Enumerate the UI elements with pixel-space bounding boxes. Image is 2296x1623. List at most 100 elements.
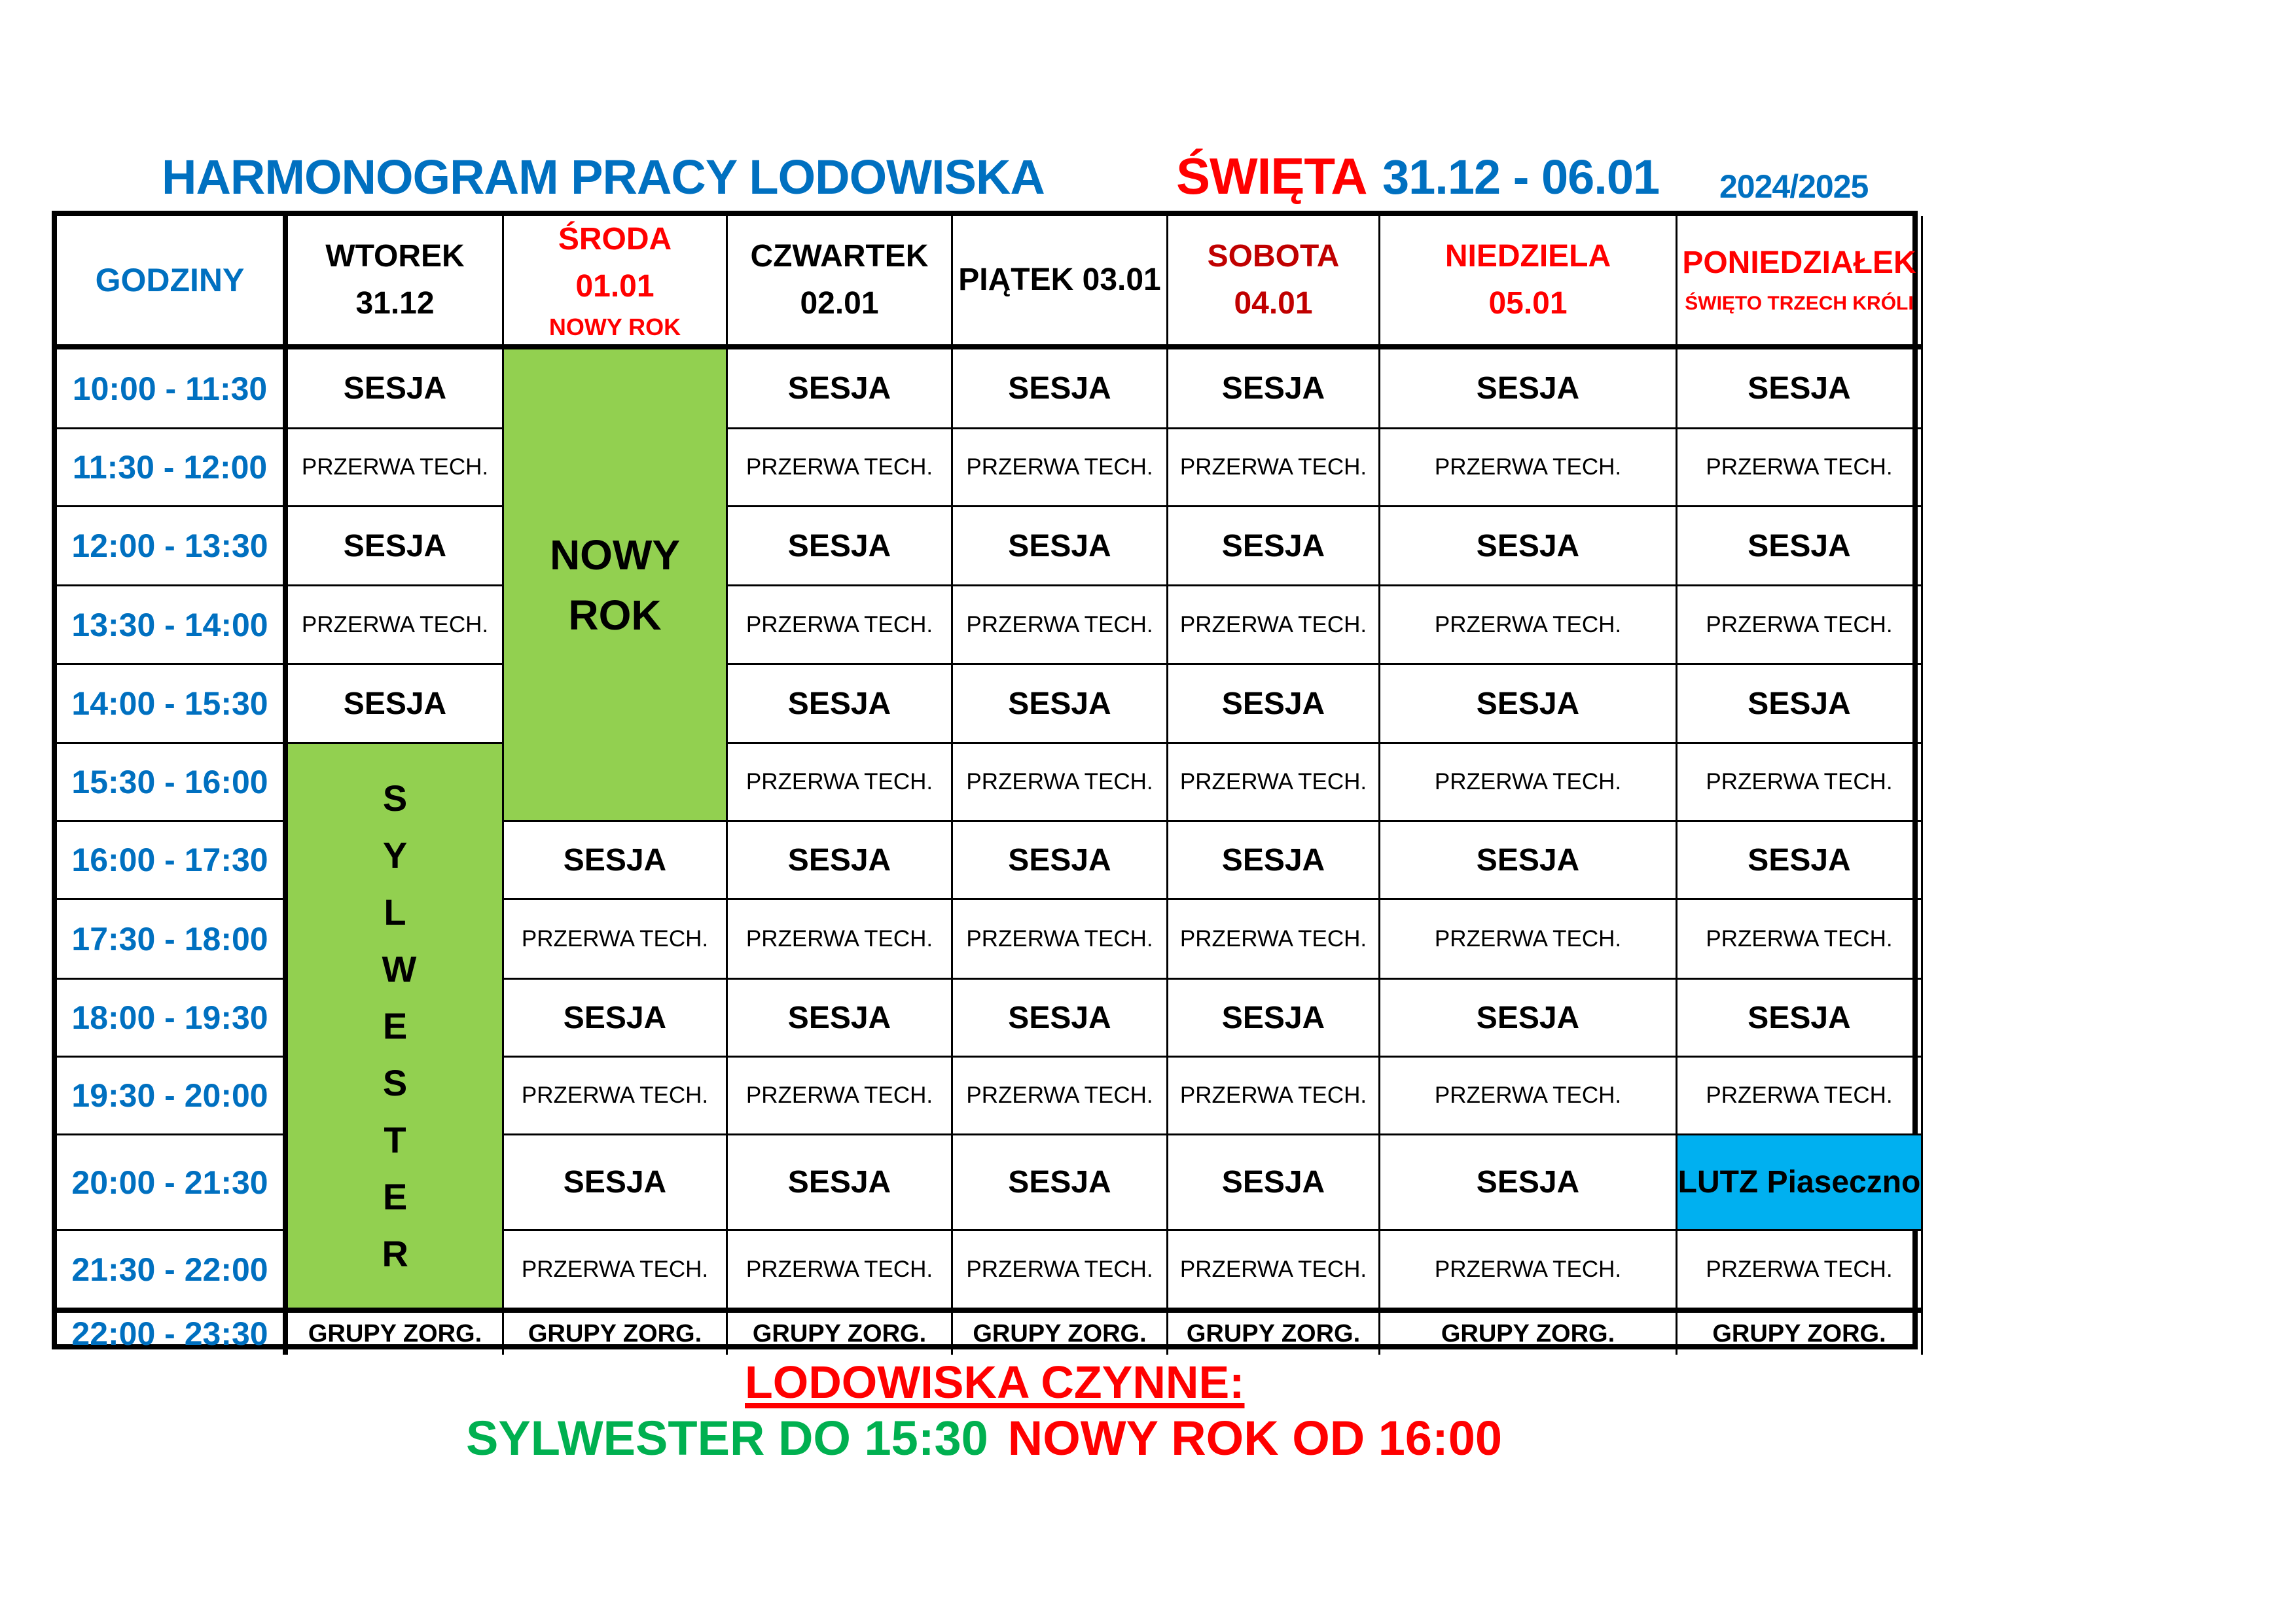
cell-text: PRZERWA TECH.: [301, 611, 489, 637]
cell-text: SESJA: [1476, 528, 1580, 563]
cell-text: SESJA: [787, 528, 891, 563]
session-cell: SESJA: [504, 980, 728, 1058]
cell-text: GRUPY ZORG.: [752, 1319, 927, 1347]
cell-text: PRZERWA TECH.: [521, 1082, 709, 1108]
cell-text: SESJA: [563, 842, 667, 878]
cell-text: SESJA: [1221, 528, 1325, 563]
time-slot-label: 22:00 - 23:30: [71, 1315, 268, 1352]
cell-text: PRZERWA TECH.: [1706, 454, 1893, 480]
time-slot: 16:00 - 17:30: [57, 822, 288, 900]
time-slot-label: 21:30 - 22:00: [71, 1251, 268, 1288]
header-day: ŚRODA 01.01 NOWY ROK: [504, 216, 728, 349]
cell-text: PRZERWA TECH.: [966, 1256, 1153, 1282]
break-cell: PRZERWA TECH.: [728, 429, 953, 507]
day-date: 01.01: [575, 269, 655, 304]
break-cell: PRZERWA TECH.: [288, 586, 504, 665]
session-cell: SESJA: [1380, 980, 1677, 1058]
cell-text: PRZERWA TECH.: [745, 1256, 933, 1282]
cell-text: PRZERWA TECH.: [1706, 1082, 1893, 1108]
time-slot-label: 15:30 - 16:00: [71, 764, 268, 800]
cell-text: SESJA: [343, 686, 447, 721]
cell-text: PRZERWA TECH.: [966, 769, 1153, 794]
day-note: NOWY ROK: [548, 313, 681, 340]
session-cell: SESJA: [1677, 822, 1923, 900]
cell-text: SESJA: [1476, 371, 1580, 406]
break-cell: PRZERWA TECH.: [1168, 1231, 1380, 1310]
time-slot-label: 12:00 - 13:30: [71, 527, 268, 564]
break-cell: PRZERWA TECH.: [1677, 1058, 1923, 1135]
break-cell: PRZERWA TECH.: [728, 744, 953, 822]
break-cell: PRZERWA TECH.: [1168, 429, 1380, 507]
time-slot-label: 18:00 - 19:30: [71, 999, 268, 1036]
header-day: NIEDZIELA 05.01: [1380, 216, 1677, 349]
day-date: 05.01: [1488, 286, 1568, 321]
break-cell: PRZERWA TECH.: [1380, 586, 1677, 665]
time-slot: 14:00 - 15:30: [57, 665, 288, 744]
cell-text: PRZERWA TECH.: [1434, 454, 1622, 480]
day-date: 02.01: [800, 286, 879, 321]
cell-text: SESJA: [787, 842, 891, 878]
closed-block: NOWY ROK: [504, 349, 728, 822]
cell-text: PRZERWA TECH.: [1706, 1256, 1893, 1282]
time-slot: 19:30 - 20:00: [57, 1058, 288, 1135]
session-cell: SESJA: [1168, 665, 1380, 744]
header-day: WTOREK 31.12: [288, 216, 504, 349]
cell-text: PRZERWA TECH.: [1706, 925, 1893, 952]
cell-text: PRZERWA TECH.: [966, 611, 1153, 637]
break-cell: PRZERWA TECH.: [1168, 744, 1380, 822]
group-cell: GRUPY ZORG.: [504, 1310, 728, 1355]
cell-text: SESJA: [1008, 842, 1111, 878]
break-cell: PRZERWA TECH.: [1168, 1058, 1380, 1135]
cell-text: SESJA: [787, 371, 891, 406]
closed-block: SYLWESTER: [288, 744, 504, 1310]
day-name: NIEDZIELA: [1444, 239, 1611, 274]
cell-text: PRZERWA TECH.: [745, 769, 933, 794]
break-cell: PRZERWA TECH.: [728, 1231, 953, 1310]
break-cell: PRZERWA TECH.: [1380, 744, 1677, 822]
cell-text: SESJA: [1476, 1165, 1580, 1200]
cell-text: GRUPY ZORG.: [308, 1319, 482, 1347]
cell-text: SESJA: [1476, 842, 1580, 878]
day-name: SOBOTA: [1207, 239, 1340, 274]
break-cell: PRZERWA TECH.: [1168, 900, 1380, 980]
page-title: HARMONOGRAM PRACY LODOWISKA: [162, 150, 1045, 204]
break-cell: PRZERWA TECH.: [1677, 900, 1923, 980]
break-cell: PRZERWA TECH.: [1168, 586, 1380, 665]
time-slot: 15:30 - 16:00: [57, 744, 288, 822]
cell-text: SESJA: [1748, 686, 1851, 721]
group-cell: GRUPY ZORG.: [728, 1310, 953, 1355]
header-day: CZWARTEK 02.01: [728, 216, 953, 349]
cell-text: SESJA: [1221, 1000, 1325, 1035]
cell-text: SESJA: [1748, 528, 1851, 563]
cell-text: PRZERWA TECH.: [1434, 611, 1622, 637]
cell-text: SESJA: [1008, 528, 1111, 563]
cell-text: SESJA: [1476, 686, 1580, 721]
cell-text: SESJA: [1008, 371, 1111, 406]
time-slot-label: 16:00 - 17:30: [71, 842, 268, 878]
session-cell: SESJA: [728, 980, 953, 1058]
day-note: ŚWIĘTO TRZECH KRÓLI: [1685, 293, 1914, 314]
session-cell: SESJA: [288, 349, 504, 429]
break-cell: PRZERWA TECH.: [953, 900, 1168, 980]
cell-text: PRZERWA TECH.: [521, 1256, 709, 1282]
session-cell: SESJA: [1168, 980, 1380, 1058]
session-cell: SESJA: [953, 665, 1168, 744]
session-cell: SESJA: [1168, 1135, 1380, 1231]
cell-text: PRZERWA TECH.: [745, 454, 933, 480]
cell-text: PRZERWA TECH.: [1706, 769, 1893, 794]
break-cell: PRZERWA TECH.: [504, 900, 728, 980]
cell-text: PRZERWA TECH.: [521, 925, 709, 952]
time-slot: 21:30 - 22:00: [57, 1231, 288, 1310]
cell-text: PRZERWA TECH.: [1179, 925, 1367, 952]
break-cell: PRZERWA TECH.: [1677, 1231, 1923, 1310]
time-slot: 20:00 - 21:30: [57, 1135, 288, 1231]
cell-text: SESJA: [1221, 842, 1325, 878]
session-cell: SESJA: [1380, 349, 1677, 429]
time-slot-label: 17:30 - 18:00: [71, 920, 268, 957]
session-cell: SESJA: [1677, 665, 1923, 744]
cell-text: PRZERWA TECH.: [1179, 1082, 1367, 1108]
cell-text: LUTZ Piaseczno: [1677, 1165, 1921, 1200]
cell-text: SESJA: [1008, 686, 1111, 721]
time-slot-label: 10:00 - 11:30: [72, 370, 268, 407]
date-range: 31.12 - 06.01: [1382, 150, 1660, 204]
